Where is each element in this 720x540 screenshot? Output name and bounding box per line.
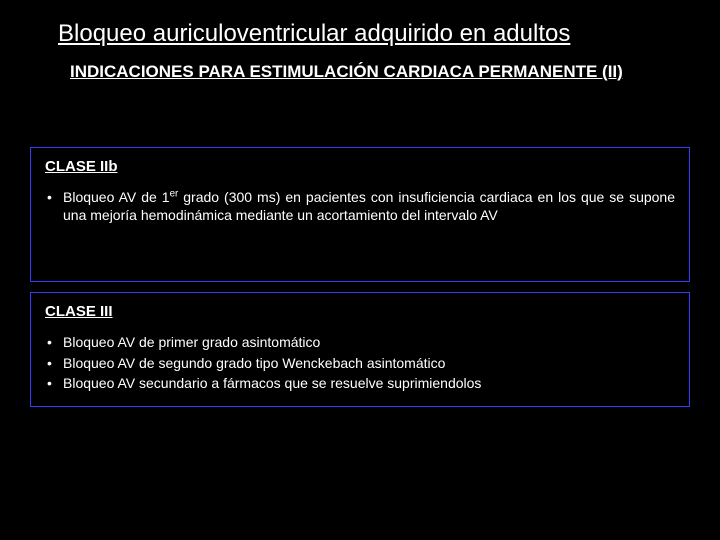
box-class-iii: CLASE III Bloqueo AV de primer grado asi… <box>30 292 690 407</box>
bullet-text: Bloqueo AV de segundo grado tipo Wenckeb… <box>63 355 445 371</box>
list-item: Bloqueo AV de segundo grado tipo Wenckeb… <box>45 355 675 373</box>
slide: Bloqueo auriculoventricular adquirido en… <box>0 0 720 540</box>
bullet-list-iii: Bloqueo AV de primer grado asintomático … <box>45 334 675 393</box>
bullet-text: Bloqueo AV de primer grado asintomático <box>63 334 320 350</box>
slide-title: Bloqueo auriculoventricular adquirido en… <box>58 20 680 48</box>
bullet-text: Bloqueo AV de 1er grado (300 ms) en paci… <box>63 189 675 223</box>
list-item: Bloqueo AV de 1er grado (300 ms) en paci… <box>45 189 675 224</box>
bullet-list-iib: Bloqueo AV de 1er grado (300 ms) en paci… <box>45 189 675 224</box>
bullet-text: Bloqueo AV secundario a fármacos que se … <box>63 375 481 391</box>
list-item: Bloqueo AV de primer grado asintomático <box>45 334 675 352</box>
box-class-iib: CLASE IIb Bloqueo AV de 1er grado (300 m… <box>30 147 690 282</box>
list-item: Bloqueo AV secundario a fármacos que se … <box>45 375 675 393</box>
slide-subtitle: INDICACIONES PARA ESTIMULACIÓN CARDIACA … <box>70 62 680 82</box>
class-label-iii: CLASE III <box>45 303 675 320</box>
class-label-iib: CLASE IIb <box>45 158 675 175</box>
